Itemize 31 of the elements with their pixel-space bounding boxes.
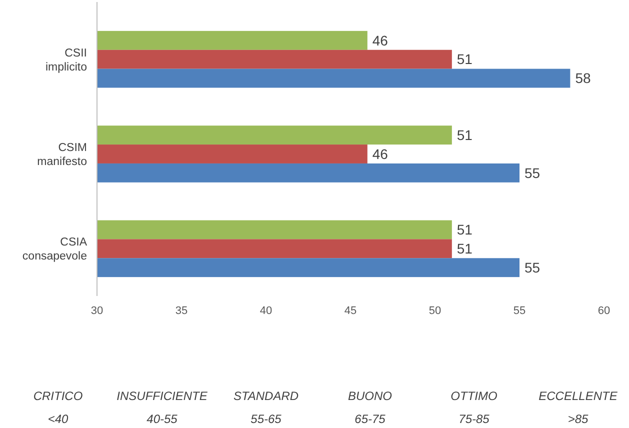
x-tick-label: 35 — [175, 304, 188, 317]
x-tick-label: 40 — [260, 304, 272, 317]
text: BUONO — [348, 389, 392, 403]
data-label: 55 — [524, 260, 540, 276]
data-label: 51 — [456, 126, 473, 143]
text: CRITICO — [33, 389, 83, 403]
text: INSUFFICIENTE — [116, 389, 208, 403]
x-tick-label: 60 — [598, 304, 610, 317]
text: STANDARD — [233, 389, 299, 403]
text: OTTIMO — [450, 389, 498, 403]
y-tick-label: CSIA consapevole — [22, 236, 88, 263]
x-tick-label: 45 — [344, 304, 357, 317]
y-tick-label: CSIM manifesto — [37, 142, 87, 168]
x-tick-label: 30 — [90, 304, 104, 317]
text: 40-55 — [146, 412, 178, 426]
text: 55-65 — [250, 412, 282, 426]
x-tick-label: 55 — [513, 304, 526, 317]
text: <40 — [48, 412, 68, 426]
data-label: 55 — [524, 164, 540, 181]
x-tick-label: 50 — [428, 304, 442, 317]
text: 65-75 — [354, 412, 386, 426]
data-label: 51 — [456, 240, 473, 257]
data-label: 46 — [372, 32, 388, 48]
y-tick-label: CSII implicito — [45, 47, 87, 74]
text: ECCELLENTE — [538, 389, 618, 403]
data-label: 51 — [456, 51, 473, 68]
data-label: 58 — [575, 70, 591, 86]
text: >85 — [568, 412, 588, 426]
data-label: 51 — [456, 222, 473, 238]
text: 75-85 — [458, 412, 490, 426]
data-label: 46 — [372, 146, 388, 162]
